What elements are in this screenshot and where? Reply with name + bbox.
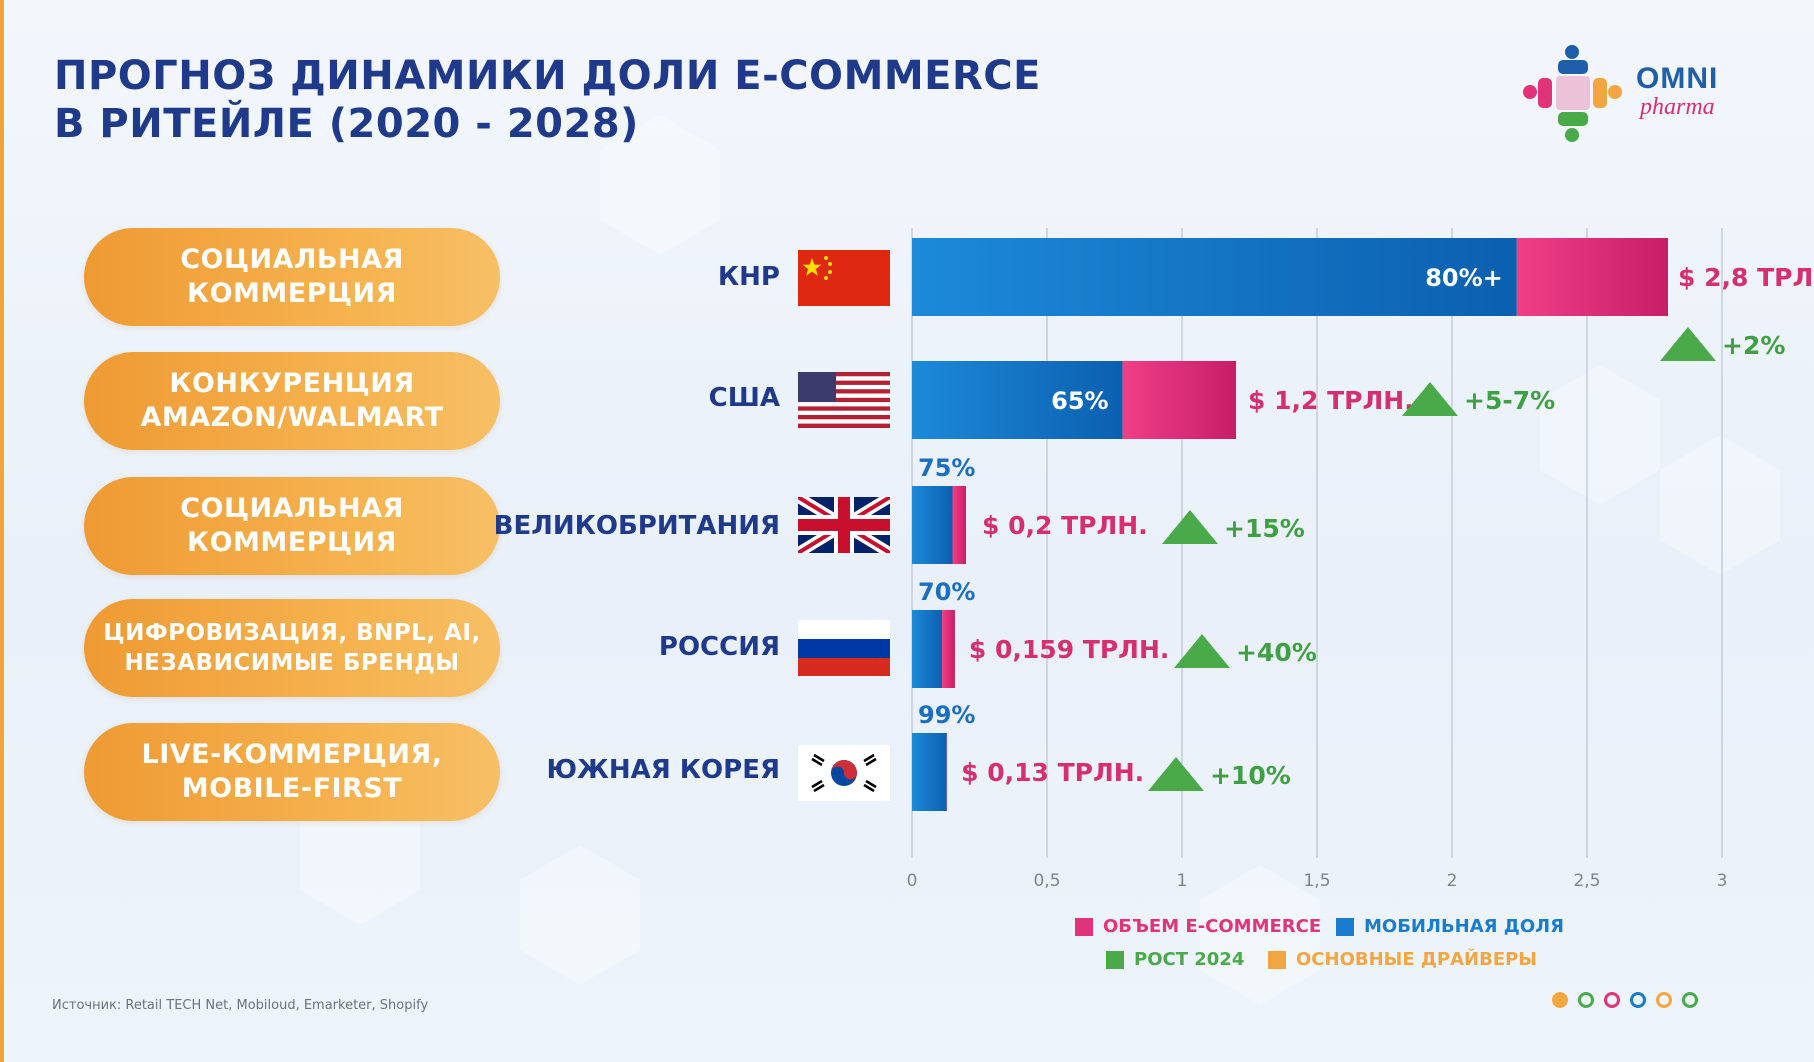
legend-volume-label: ОБЪЕМ E-COMMERCE	[1103, 916, 1322, 937]
growth-2024-label: +2%	[1722, 331, 1785, 360]
mobile-share-label: 65%	[1051, 387, 1108, 415]
x-tick-label: 2,5	[1573, 871, 1600, 891]
mobile-share-label: 80%+	[1425, 264, 1503, 292]
legend-growth: РОСТ 2024	[1106, 949, 1244, 970]
page-dot-6[interactable]	[1682, 992, 1698, 1008]
left-accent-bar	[0, 0, 4, 1062]
ecommerce-volume-label: $ 0,159 ТРЛН.	[969, 635, 1169, 664]
page-dot-4[interactable]	[1630, 992, 1646, 1008]
driver-pill-2: КОНКУРЕНЦИЯ AMAZON/WALMART	[84, 352, 500, 450]
mobile-share-bar	[912, 238, 1517, 316]
ecommerce-volume-label: $ 0,13 ТРЛН.	[961, 758, 1144, 787]
logo-name: OMNI	[1636, 62, 1719, 95]
growth-2024-label: +10%	[1210, 761, 1291, 790]
legend-mobile-swatch	[1336, 917, 1354, 936]
legend-drivers-label: ОСНОВНЫЕ ДРАЙВЕРЫ	[1296, 949, 1537, 970]
country-label-usa: США	[708, 383, 780, 413]
mobile-share-bar	[912, 610, 943, 688]
page-title: ПРОГНОЗ ДИНАМИКИ ДОЛИ E-COMMERCE В РИТЕЙ…	[54, 52, 1041, 148]
south-korea-flag-icon	[798, 745, 890, 801]
country-label-china: КНР	[717, 262, 780, 292]
ecommerce-volume-label: $ 1,2 ТРЛН.	[1248, 386, 1414, 415]
mobile-share-bar	[912, 486, 953, 564]
legend-volume: ОБЪЕМ E-COMMERCE	[1075, 916, 1321, 937]
driver-pill-4: ЦИФРОВИЗАЦИЯ, BNPL, AI, НЕЗАВИСИМЫЕ БРЕН…	[84, 599, 500, 697]
growth-up-triangle-icon	[1660, 327, 1716, 361]
source-note: Источник: Retail TECH Net, Mobiloud, Ema…	[52, 998, 429, 1013]
mobile-share-label: 75%	[918, 454, 975, 482]
mobile-share-bar	[912, 361, 1123, 439]
country-label-russia: РОССИЯ	[658, 632, 780, 662]
country-label-uk: ВЕЛИКОБРИТАНИЯ	[493, 511, 780, 541]
legend-drivers: ОСНОВНЫЕ ДРАЙВЕРЫ	[1268, 949, 1537, 970]
growth-up-triangle-icon	[1174, 634, 1230, 668]
page-dot-5[interactable]	[1656, 992, 1672, 1008]
x-tick-label: 0,5	[1033, 871, 1060, 891]
logo-subtitle: pharma	[1640, 94, 1715, 120]
ecommerce-volume-label: $ 0,2 ТРЛН.	[982, 511, 1148, 540]
driver-pill-5: LIVE-КОММЕРЦИЯ, MOBILE-FIRST	[84, 723, 500, 821]
driver-pill-1: СОЦИАЛЬНАЯ КОММЕРЦИЯ	[84, 228, 500, 326]
title-line-2: В РИТЕЙЛЕ (2020 - 2028)	[54, 101, 639, 147]
mobile-share-label: 99%	[918, 701, 975, 729]
country-label-korea: ЮЖНАЯ КОРЕЯ	[546, 755, 781, 785]
title-line-1: ПРОГНОЗ ДИНАМИКИ ДОЛИ E-COMMERCE	[54, 53, 1041, 99]
growth-up-triangle-icon	[1162, 510, 1218, 544]
x-tick-label: 0	[907, 871, 918, 891]
mobile-share-bar	[912, 733, 947, 811]
mobile-share-label: 70%	[918, 578, 975, 606]
ecommerce-volume-bar	[942, 610, 955, 688]
page-dot-3[interactable]	[1604, 992, 1620, 1008]
page-dot-2[interactable]	[1578, 992, 1594, 1008]
legend-mobile: МОБИЛЬНАЯ ДОЛЯ	[1336, 916, 1564, 937]
ecommerce-volume-label: $ 2,8 ТРЛН.	[1678, 263, 1814, 292]
omni-logo-icon	[1523, 45, 1622, 142]
russia-flag-icon	[798, 620, 890, 676]
growth-2024-label: +15%	[1224, 514, 1305, 543]
x-tick-label: 3	[1717, 871, 1728, 891]
ecommerce-volume-bar	[1122, 361, 1236, 439]
legend-growth-label: РОСТ 2024	[1134, 949, 1245, 970]
legend-growth-swatch	[1106, 950, 1124, 969]
uk-flag-icon	[798, 497, 890, 553]
legend-mobile-label: МОБИЛЬНАЯ ДОЛЯ	[1364, 916, 1564, 937]
legend-drivers-swatch	[1268, 950, 1286, 969]
x-tick-label: 1,5	[1303, 871, 1330, 891]
page-dot-1[interactable]	[1552, 992, 1568, 1008]
driver-pill-3: СОЦИАЛЬНАЯ КОММЕРЦИЯ	[84, 477, 500, 575]
china-flag-icon	[798, 250, 890, 306]
x-tick-label: 1	[1177, 871, 1188, 891]
x-tick-label: 2	[1447, 871, 1458, 891]
pagination-dots	[1552, 992, 1698, 1008]
growth-up-triangle-icon	[1148, 757, 1204, 791]
growth-2024-label: +5-7%	[1464, 386, 1555, 415]
ecommerce-volume-bar	[1516, 238, 1668, 316]
growth-2024-label: +40%	[1236, 638, 1317, 667]
ecommerce-volume-bar	[952, 486, 966, 564]
usa-flag-icon	[798, 372, 890, 428]
legend-volume-swatch	[1075, 917, 1093, 936]
growth-up-triangle-icon	[1402, 382, 1458, 416]
